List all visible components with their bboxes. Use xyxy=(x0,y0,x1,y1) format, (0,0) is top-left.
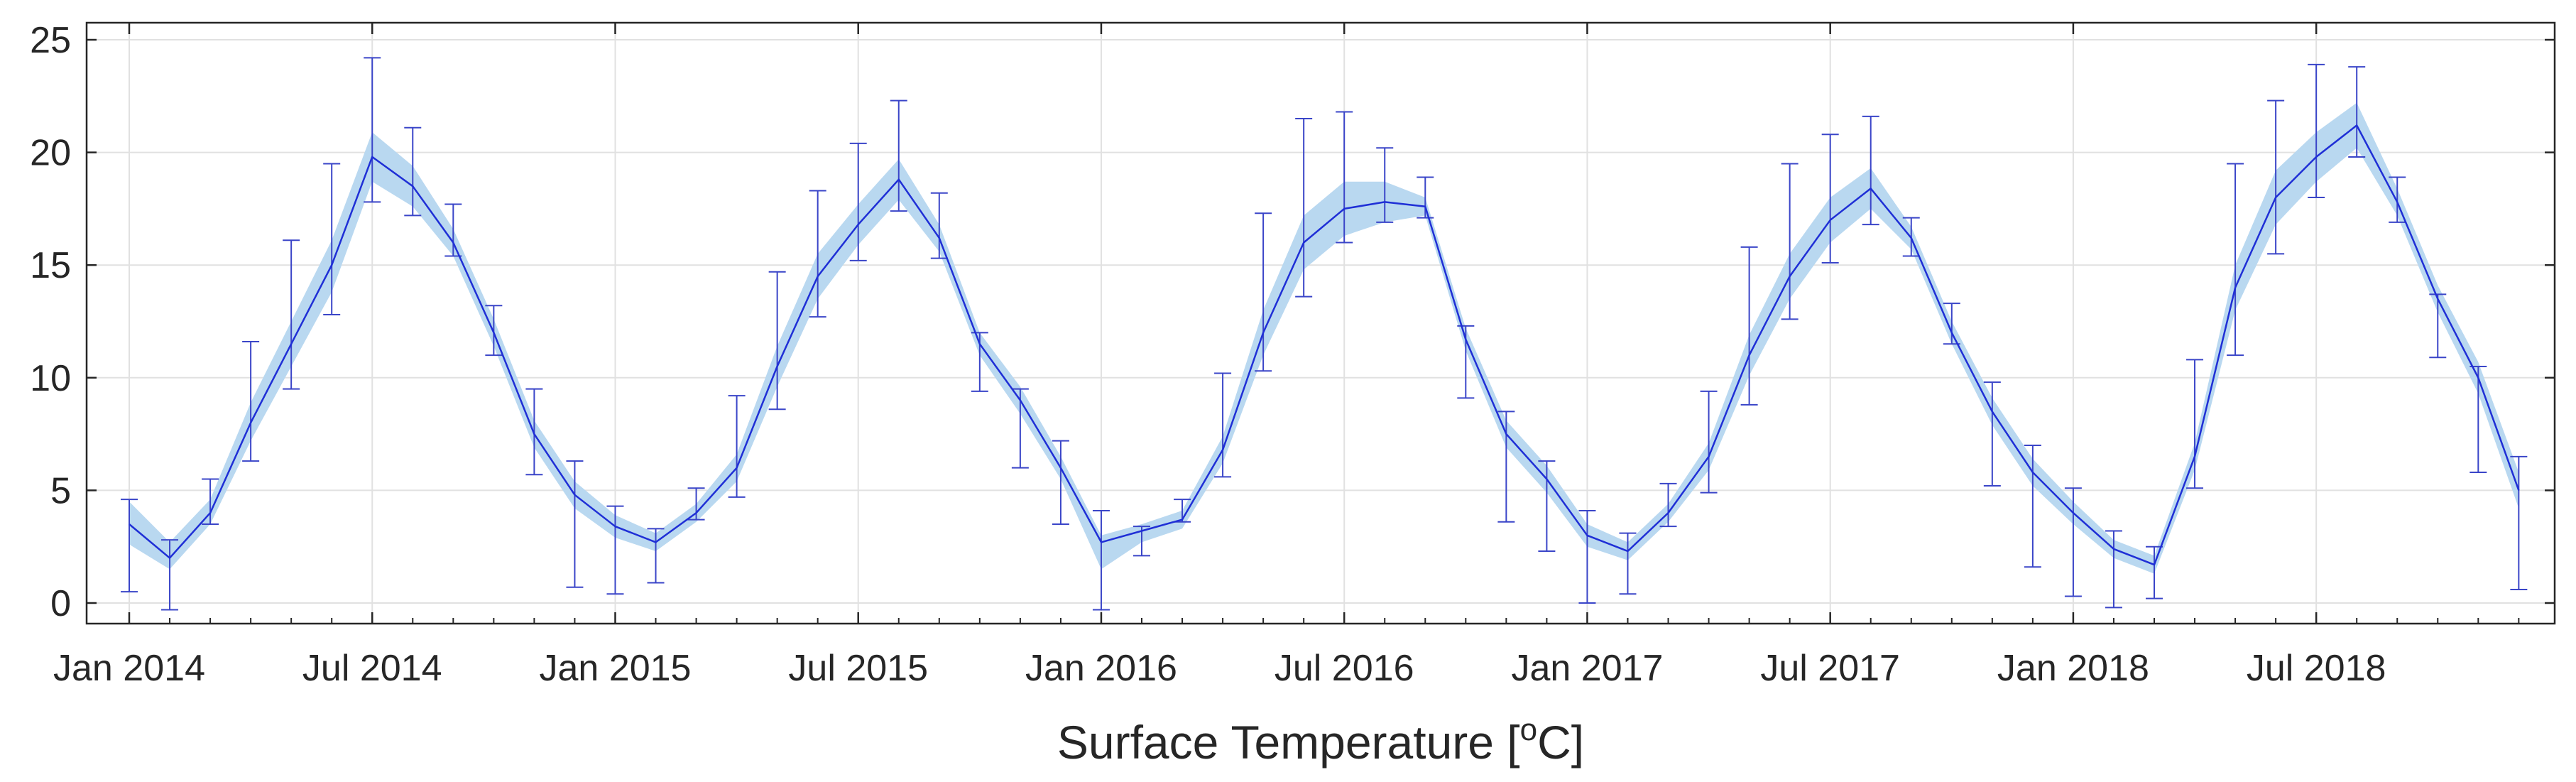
error-bar xyxy=(2267,99,2285,255)
x-tick-label: Jan 2016 xyxy=(1025,648,1177,689)
error-bar xyxy=(687,487,705,521)
error-bar xyxy=(1497,411,1515,523)
error-bar xyxy=(1781,163,1799,320)
x-axis-title-end: C] xyxy=(1537,716,1584,769)
error-bar xyxy=(930,192,948,259)
error-bar xyxy=(2146,545,2163,599)
error-bar xyxy=(485,305,503,357)
x-tick-label: Jul 2014 xyxy=(302,648,442,689)
x-tick-label: Jan 2018 xyxy=(1997,648,2149,689)
error-bar xyxy=(1740,246,1758,406)
x-axis-title: Surface Temperature [oC] xyxy=(1057,712,1584,769)
x-axis-title-main: Surface Temperature [ xyxy=(1057,716,1520,769)
error-bar xyxy=(2064,487,2082,597)
x-axis: Jan 2014 Jul 2014 Jan 2015 Jul 2015 Jan 2016… xyxy=(53,23,2520,689)
x-tick-label: Jan 2015 xyxy=(539,648,691,689)
error-bar xyxy=(2348,66,2366,158)
error-bar xyxy=(1700,390,1718,494)
error-bar-group xyxy=(121,57,2528,611)
x-tick-label: Jan 2014 xyxy=(53,648,205,689)
error-bar xyxy=(1052,440,1069,525)
error-bar xyxy=(890,99,907,212)
error-bar xyxy=(809,190,826,318)
error-bar xyxy=(606,505,624,595)
error-bar xyxy=(2227,163,2244,357)
error-bar xyxy=(242,341,260,462)
error-bar xyxy=(1417,176,1434,219)
error-bar xyxy=(1092,509,1110,611)
error-bar xyxy=(849,142,867,261)
error-bar xyxy=(768,271,786,411)
error-bar xyxy=(647,528,665,584)
error-bar xyxy=(1255,212,1272,372)
error-bar xyxy=(2105,530,2122,609)
y-tick-label: 0 xyxy=(50,583,71,624)
x-tick-label: Jan 2017 xyxy=(1511,648,1663,689)
y-tick-label: 5 xyxy=(50,470,71,511)
confidence-band-group xyxy=(129,102,2519,574)
x-tick-label: Jul 2016 xyxy=(1275,648,1414,689)
error-bar xyxy=(2389,176,2406,223)
error-bar xyxy=(728,395,746,498)
error-bar xyxy=(364,57,381,203)
error-bar xyxy=(1659,482,1677,528)
confidence-band xyxy=(129,102,2519,574)
error-bar xyxy=(1336,111,1353,244)
error-bar xyxy=(1376,147,1394,223)
series-line-group xyxy=(129,124,2520,566)
error-bar xyxy=(323,163,341,315)
error-bar xyxy=(2510,455,2528,590)
y-tick-label: 15 xyxy=(30,245,71,286)
error-bar xyxy=(566,460,584,588)
error-bar xyxy=(2186,359,2204,489)
y-tick-label: 20 xyxy=(30,133,71,174)
error-bar xyxy=(202,478,219,525)
y-tick-label: 10 xyxy=(30,358,71,399)
x-axis-title-superscript: o xyxy=(1520,712,1537,747)
error-bar xyxy=(1619,532,1637,595)
error-bar xyxy=(121,499,138,593)
error-bar xyxy=(1295,118,1313,298)
error-bar xyxy=(1011,388,1029,469)
plot-frame xyxy=(85,21,2556,625)
error-bar xyxy=(161,539,179,611)
error-bar xyxy=(2024,444,2041,568)
error-bar xyxy=(1983,381,2001,487)
error-bar xyxy=(283,239,300,390)
error-bar xyxy=(2308,63,2325,199)
x-tick-label: Jul 2018 xyxy=(2247,648,2386,689)
y-axis: 0 5 10 15 20 25 xyxy=(30,20,2555,624)
error-bar xyxy=(1538,460,1556,553)
error-bar xyxy=(1214,372,1232,478)
y-tick-label: 25 xyxy=(30,20,71,61)
x-tick-label: Jul 2015 xyxy=(788,648,928,689)
x-tick-label: Jul 2017 xyxy=(1760,648,1900,689)
error-bar xyxy=(1862,115,1879,226)
series-line xyxy=(129,124,2520,566)
error-bar xyxy=(404,126,422,217)
error-bar xyxy=(2429,293,2447,359)
error-bar xyxy=(1821,134,1839,264)
error-bar xyxy=(1578,509,1596,604)
